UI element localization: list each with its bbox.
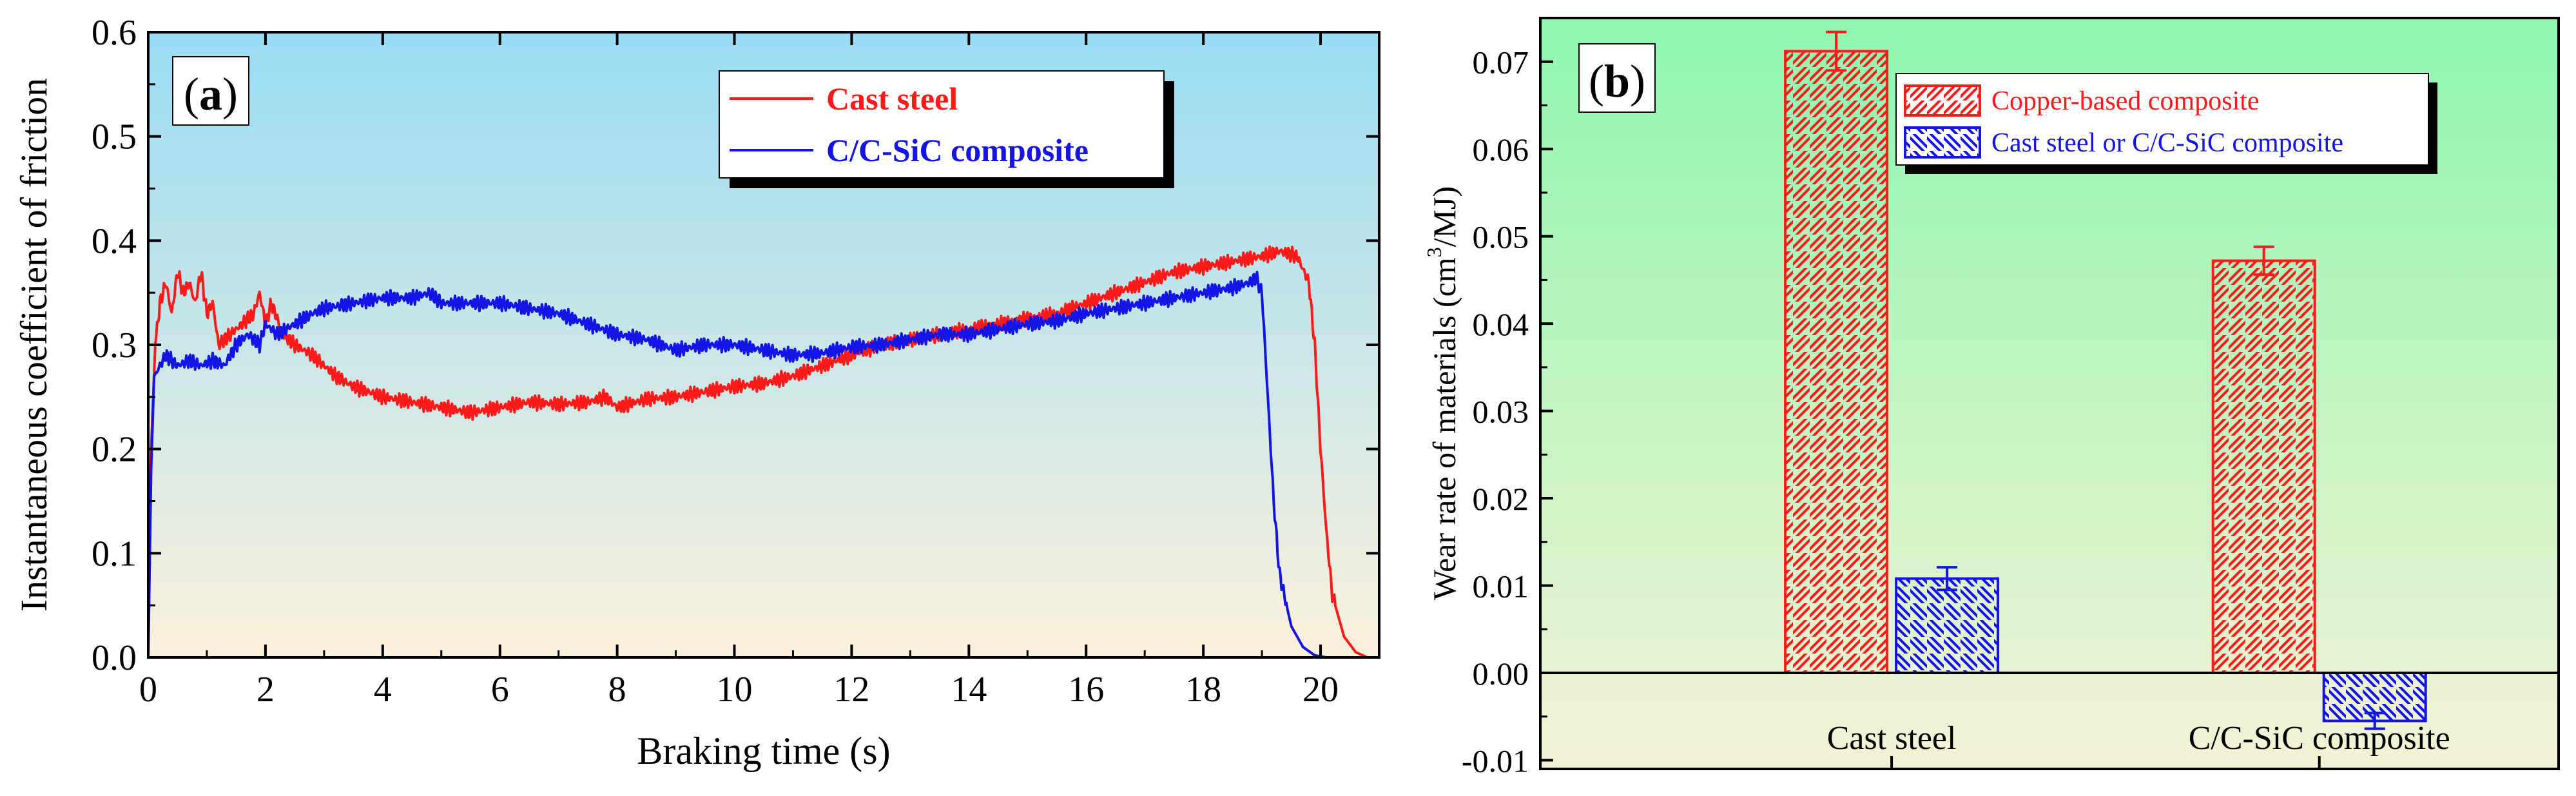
- bar-cast-or-ccsic-cast-steel: [1895, 577, 2000, 674]
- legend-label-copper: Copper-based composite: [1991, 86, 2260, 116]
- panel-b-y-tick-label: 0.05: [1473, 219, 1529, 255]
- panel-b-y-label-sup: 3: [1422, 247, 1446, 257]
- panel-b-legend: Copper-based composite Cast steel or C/C…: [1895, 73, 2437, 174]
- panel-a-series-group: [148, 245, 1379, 657]
- panel-a-legend: Cast steel C/C-SiC composite: [719, 70, 1174, 188]
- legend-swatch-cast-or-ccsic: [1904, 126, 1981, 159]
- panel-b-y-tick-label: 0.07: [1473, 44, 1529, 81]
- panel-a-x-tick-label: 2: [257, 670, 275, 710]
- panel-a-y-tick-label: 0.2: [92, 430, 137, 470]
- panel-a-y-tick-label: 0.5: [92, 117, 137, 157]
- panel-a-x-tick-label: 16: [1068, 670, 1104, 710]
- panel-a-axes: 0 2 4 6 8 10 12 14 16 18 20 0.0 0.1 0.2 0.3 0.4 0.5 0.6: [92, 13, 1379, 710]
- panel-a-y-tick-label: 0.6: [92, 13, 137, 53]
- panel-b-y-tick-label: 0.02: [1473, 481, 1529, 517]
- panel-b-label-letter: b: [1604, 55, 1630, 107]
- panel-b-y-label-main: Wear rate of materials (cm: [1426, 257, 1462, 600]
- panel-a-x-tick-label: 14: [951, 670, 987, 710]
- panel-b-y-tick-label: 0.01: [1473, 568, 1529, 605]
- panel-b-plot-frame: [1539, 17, 2560, 770]
- panel-b: Cast steel C/C-SiC composite -0.01 0.00 0.01…: [1422, 17, 2560, 779]
- panel-b-bars-group: [1784, 30, 2427, 730]
- legend-label-ccsic: C/C-SiC composite: [826, 132, 1089, 168]
- panel-a-y-axis-label: Instantaneous coefficient of friction: [13, 78, 55, 612]
- panel-b-y-tick-label: -0.01: [1462, 743, 1529, 779]
- panel-b-label: (b): [1578, 43, 1656, 113]
- legend-label-cast-or-ccsic: Cast steel or C/C-SiC composite: [1991, 128, 2343, 158]
- panel-a-x-tick-label: 20: [1303, 670, 1339, 710]
- panel-a-x-tick-label: 8: [608, 670, 626, 710]
- panel-a: 0 2 4 6 8 10 12 14 16 18 20 0.0 0.1 0.2 0.3 0.4 0.5 0.6 (…: [13, 13, 1380, 772]
- panel-a-y-tick-label: 0.1: [92, 534, 137, 574]
- bar-copper-cast-steel: [1784, 50, 1889, 674]
- panel-a-y-tick-label: 0.3: [92, 325, 137, 365]
- panel-a-x-axis-label: Braking time (s): [637, 730, 890, 772]
- legend-label-cast-steel: Cast steel: [826, 81, 958, 117]
- panel-b-y-label-end: /MJ): [1426, 186, 1462, 247]
- panel-b-axes: Cast steel C/C-SiC composite -0.01 0.00 0.01…: [1462, 44, 2559, 779]
- svg-text:(a): (a): [184, 68, 238, 120]
- panel-a-x-tick-label: 18: [1185, 670, 1221, 710]
- panel-a-x-tick-label: 6: [491, 670, 509, 710]
- series-line-ccsic: [148, 271, 1327, 657]
- legend-swatch-copper: [1904, 84, 1981, 117]
- panel-b-y-tick-label: 0.06: [1473, 131, 1529, 168]
- panel-a-label: (a): [172, 56, 249, 126]
- panel-b-category-label: Cast steel: [1827, 720, 1957, 757]
- panel-b-y-axis-label: Wear rate of materials (cm3/MJ): [1422, 186, 1462, 600]
- bar-copper-ccsic: [2211, 259, 2316, 674]
- panel-b-y-tick-label: 0.03: [1473, 394, 1529, 430]
- panel-a-label-letter: a: [199, 68, 222, 120]
- panel-b-category-label: C/C-SiC composite: [2189, 720, 2450, 757]
- panel-a-x-tick-label: 10: [717, 670, 753, 710]
- panel-a-y-tick-label: 0.4: [92, 221, 137, 261]
- svg-text:(b): (b): [1589, 55, 1645, 107]
- panel-a-x-tick-label: 0: [139, 670, 157, 710]
- panel-b-y-tick-label: 0.04: [1473, 306, 1529, 342]
- series-line-cast-steel: [148, 245, 1379, 657]
- panel-b-y-tick-label: 0.00: [1473, 655, 1529, 692]
- panel-a-x-tick-label: 12: [833, 670, 869, 710]
- panel-a-x-tick-label: 4: [374, 670, 392, 710]
- panel-a-y-tick-label: 0.0: [92, 638, 137, 678]
